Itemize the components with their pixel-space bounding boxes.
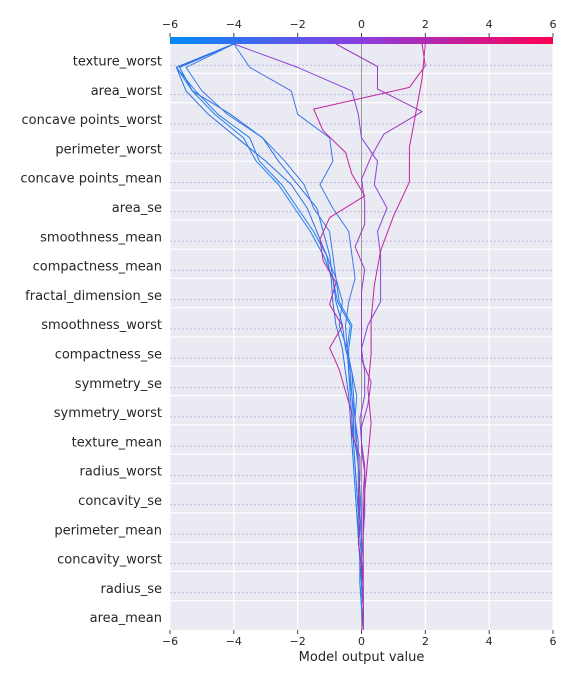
colorbar [170,37,553,44]
x-tick-label-bottom: −4 [226,635,242,648]
decision-line-4 [175,43,364,630]
x-tick-label-bottom: 0 [358,635,365,648]
x-tick-label-bottom: 2 [422,635,429,648]
feature-label: symmetry_se [75,377,162,392]
x-axis-label: Model output value [299,650,425,665]
x-tick-label-top: 0 [358,18,365,31]
feature-label: area_se [112,201,162,216]
decision-line-9 [362,43,426,630]
feature-label: compactness_mean [33,260,162,275]
feature-label: concavity_worst [57,553,162,568]
feature-label: concave points_mean [20,172,162,187]
feature-label: symmetry_worst [54,406,162,421]
feature-label: smoothness_worst [41,318,162,333]
feature-label: concavity_se [78,494,162,509]
feature-label: area_worst [91,84,162,99]
feature-label: fractal_dimension_se [25,289,162,304]
x-tick-label-top: 2 [422,18,429,31]
x-tick-label-top: 4 [486,18,493,31]
feature-label: perimeter_worst [55,142,162,157]
feature-label: texture_mean [72,435,162,450]
feature-label: radius_se [101,582,162,597]
x-tick-label-bottom: −2 [290,635,306,648]
x-tick-label-top: −4 [226,18,242,31]
feature-label: radius_worst [80,465,163,480]
decision-line-10 [313,43,426,630]
x-tick-label-top: −6 [162,18,178,31]
decision-line-6 [233,43,364,630]
feature-label: texture_worst [73,55,162,70]
series-layer [175,43,426,631]
feature-label: compactness_se [55,348,162,363]
x-tick-label-top: 6 [550,18,557,31]
feature-label: concave points_worst [21,113,162,128]
feature-label: perimeter_mean [54,523,162,538]
feature-label: area_mean [90,611,162,626]
x-tick-label-top: −2 [290,18,306,31]
x-tick-label-bottom: 6 [550,635,557,648]
x-ticks: −6 −6 −4 −4 −2 −2 0 0 2 2 4 4 6 6 [162,18,557,648]
feature-label: smoothness_mean [40,230,162,245]
x-tick-label-bottom: −6 [162,635,178,648]
x-tick-label-bottom: 4 [486,635,493,648]
decision-line-3 [179,43,364,630]
